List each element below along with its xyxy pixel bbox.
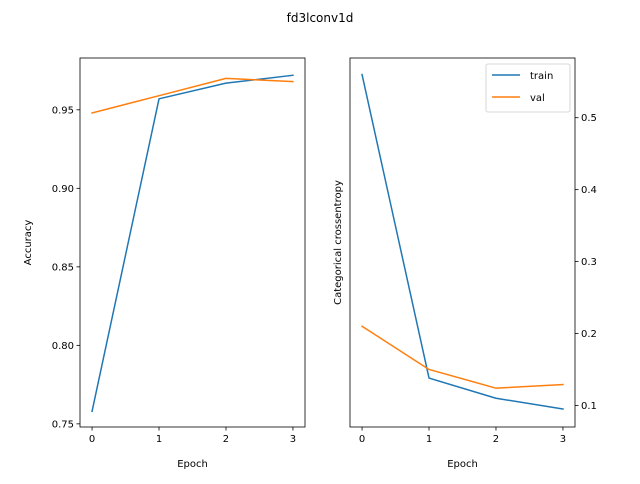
loss-y-tick-label: 0.3: [581, 257, 597, 268]
accuracy-x-tick-label: 2: [223, 434, 229, 445]
legend-train-label: train: [530, 71, 553, 82]
loss-y-tick-label: 0.2: [581, 329, 597, 340]
legend-val-label: val: [530, 93, 545, 104]
legend: train val: [485, 63, 571, 113]
loss-val-line: [361, 325, 564, 389]
accuracy-x-ticks: 0 1 2 3: [89, 427, 296, 445]
accuracy-y-tick-label: 0.75: [52, 419, 74, 430]
accuracy-subplot: 0 1 2 3 0.75 0.80 0.85 0.90 0.95 Epoch Accuracy: [23, 57, 306, 470]
figure-title: fd3lconv1d: [287, 11, 354, 25]
accuracy-x-tick-label: 1: [156, 434, 162, 445]
accuracy-y-tick-label: 0.95: [52, 105, 74, 116]
accuracy-y-axis-label: Accuracy: [23, 220, 34, 266]
accuracy-x-tick-label: 0: [89, 434, 95, 445]
accuracy-y-ticks: 0.75 0.80 0.85 0.90 0.95: [52, 105, 80, 430]
accuracy-x-axis-label: Epoch: [177, 459, 208, 470]
loss-y-axis-label: Categorical crossentropy: [333, 180, 344, 305]
accuracy-y-tick-label: 0.85: [52, 262, 74, 273]
loss-y-tick-label: 0.1: [581, 401, 597, 412]
accuracy-train-line: [91, 74, 294, 413]
accuracy-lines: [91, 74, 294, 413]
loss-x-axis-label: Epoch: [447, 459, 478, 470]
loss-y-tick-label: 0.4: [581, 185, 597, 196]
accuracy-x-tick-label: 3: [290, 434, 296, 445]
loss-y-tick-label: 0.5: [581, 113, 597, 124]
loss-x-ticks: 0 1 2 3: [359, 427, 566, 445]
legend-box: [485, 63, 571, 113]
accuracy-axes-frame: [79, 57, 306, 428]
accuracy-y-tick-label: 0.90: [52, 184, 74, 195]
loss-lines: [361, 73, 564, 410]
loss-axes-frame: [349, 57, 576, 428]
loss-subplot: 0 1 2 3 0.1 0.2 0.3 0.4 0.5 Epoch Categorical c…: [333, 57, 597, 470]
loss-y-ticks: 0.1 0.2 0.3 0.4 0.5: [575, 113, 597, 412]
loss-x-tick-label: 0: [359, 434, 365, 445]
loss-x-tick-label: 1: [426, 434, 432, 445]
accuracy-y-tick-label: 0.80: [52, 341, 74, 352]
loss-x-tick-label: 2: [493, 434, 499, 445]
loss-x-tick-label: 3: [560, 434, 566, 445]
loss-train-line: [361, 73, 564, 410]
accuracy-val-line: [91, 77, 294, 114]
